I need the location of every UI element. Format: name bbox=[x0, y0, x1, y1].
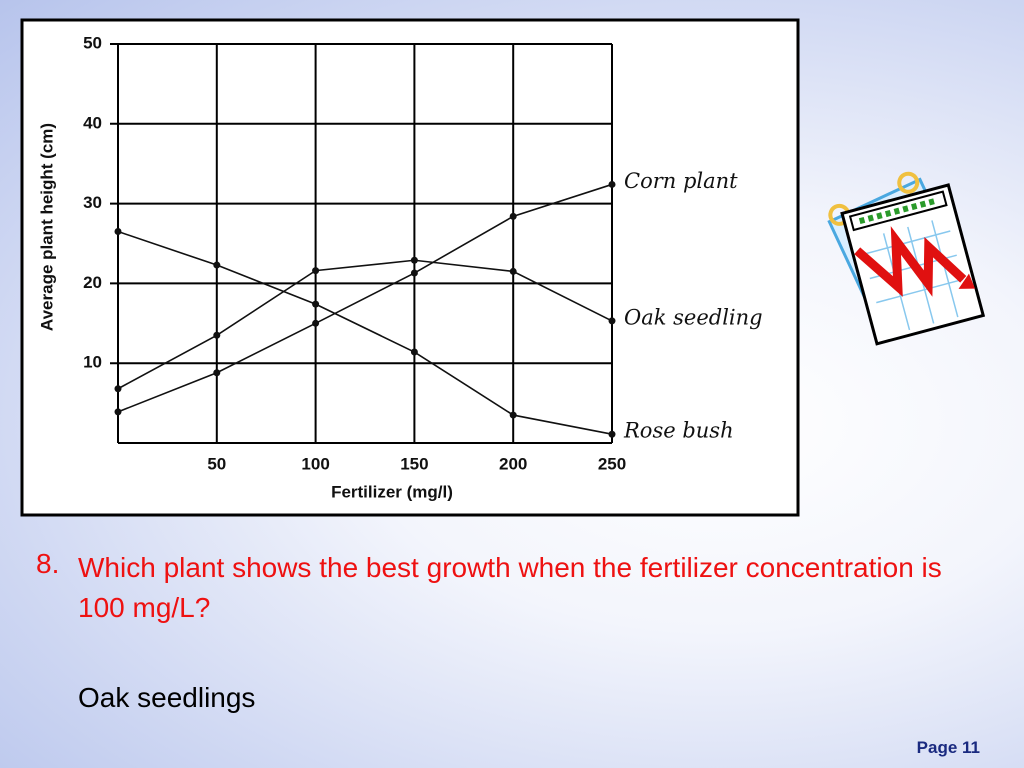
series-line bbox=[117, 183, 613, 413]
page-number: Page 11 bbox=[916, 738, 980, 757]
data-point bbox=[213, 369, 221, 377]
y-axis-title: Average plant height (cm) bbox=[37, 123, 56, 331]
data-point bbox=[410, 269, 418, 277]
data-point bbox=[509, 411, 517, 419]
series-line bbox=[117, 230, 613, 436]
question-text: Which plant shows the best growth when t… bbox=[78, 552, 942, 623]
chart: Average plant height (cm) Fertilizer (mg… bbox=[20, 18, 986, 517]
y-tick-label: 10 bbox=[83, 353, 102, 372]
x-tick-label: 200 bbox=[499, 454, 527, 473]
data-point bbox=[608, 180, 616, 188]
data-point bbox=[410, 348, 418, 356]
series-label: Oak seedling bbox=[624, 305, 763, 329]
x-axis-title: Fertilizer (mg/l) bbox=[331, 482, 453, 501]
answer-text: Oak seedlings bbox=[78, 682, 256, 713]
x-tick-label: 100 bbox=[301, 454, 329, 473]
data-point bbox=[410, 256, 418, 264]
data-point bbox=[509, 212, 517, 220]
data-point bbox=[312, 300, 320, 308]
data-point bbox=[213, 261, 221, 269]
series-label: Corn plant bbox=[624, 169, 738, 193]
data-point bbox=[114, 228, 122, 236]
data-point bbox=[114, 408, 122, 416]
y-tick-label: 20 bbox=[83, 273, 102, 292]
y-tick-label: 30 bbox=[83, 193, 102, 212]
data-point bbox=[312, 267, 320, 275]
data-point bbox=[114, 385, 122, 393]
x-tick-label: 250 bbox=[598, 454, 626, 473]
x-tick-label: 50 bbox=[207, 454, 226, 473]
series-label: Rose bush bbox=[623, 419, 734, 443]
y-tick-label: 50 bbox=[83, 33, 102, 52]
data-point bbox=[608, 317, 616, 325]
question-number: 8. bbox=[36, 548, 60, 579]
clipart-front bbox=[840, 183, 986, 346]
data-point bbox=[312, 319, 320, 327]
y-tick-label: 40 bbox=[83, 113, 102, 132]
x-tick-label: 150 bbox=[400, 454, 428, 473]
chart-frame bbox=[20, 18, 800, 517]
data-point bbox=[213, 331, 221, 339]
data-point bbox=[608, 430, 616, 438]
data-point bbox=[509, 267, 517, 275]
series-line bbox=[117, 259, 613, 390]
